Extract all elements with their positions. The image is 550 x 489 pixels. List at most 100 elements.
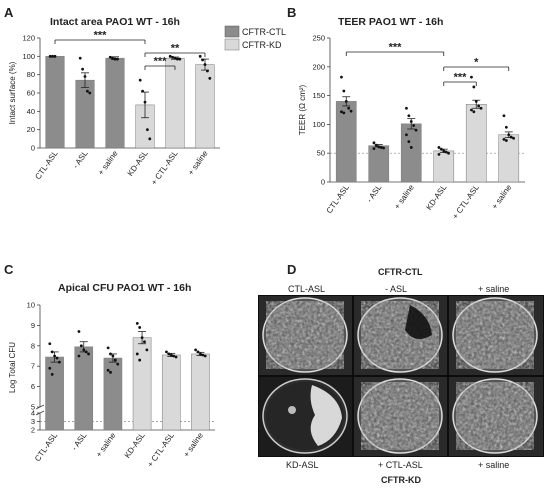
data-point <box>407 114 411 118</box>
y-tick-label: 50 <box>317 149 325 158</box>
bar <box>105 57 125 149</box>
x-tick-label: CTL-ASL <box>325 183 352 216</box>
data-point <box>77 330 81 333</box>
data-point <box>57 360 61 364</box>
photo-kd-saline <box>449 377 543 456</box>
y-tick-label: 150 <box>312 91 325 100</box>
bar <box>165 57 185 149</box>
panel-letter-c: C <box>4 262 14 277</box>
data-point <box>405 133 408 137</box>
x-tick-label: + saline <box>393 183 417 211</box>
data-point <box>143 100 147 104</box>
data-point <box>135 321 139 325</box>
x-tick-label: + CTL-ASL <box>146 431 177 469</box>
data-point <box>51 54 54 58</box>
x-tick-label: CTL-ASL <box>33 431 60 464</box>
data-point <box>203 63 207 66</box>
photo-col-label-3: + saline <box>478 284 509 294</box>
x-tick-label: + saline <box>96 149 120 177</box>
bar <box>45 356 64 431</box>
data-point <box>77 354 81 358</box>
bar <box>400 123 422 183</box>
data-point <box>479 106 483 110</box>
data-point <box>372 141 376 145</box>
y-tick-label: 120 <box>22 34 35 43</box>
data-point <box>113 358 117 362</box>
data-point <box>344 99 348 103</box>
data-point <box>512 136 515 140</box>
data-point <box>208 76 212 80</box>
data-point <box>53 354 56 358</box>
y-tick-label: 100 <box>312 120 325 129</box>
x-tick-label: KD-ASL <box>424 183 448 212</box>
x-tick-label: + CTL-ASL <box>451 183 482 221</box>
x-tick-label: - ASL <box>365 183 384 205</box>
data-point <box>342 111 346 115</box>
data-point <box>55 356 59 360</box>
bar <box>161 354 181 431</box>
x-tick-label: KD-ASL <box>123 431 147 460</box>
data-point <box>407 140 411 144</box>
photo-grid-top-title: CFTR-CTL <box>378 267 423 277</box>
y-tick-label: 250 <box>312 34 325 43</box>
y-tick-label: 4 <box>31 409 35 418</box>
data-point <box>502 114 506 118</box>
bar <box>195 64 215 149</box>
data-point <box>140 336 144 340</box>
data-point <box>199 352 202 356</box>
photo-col-label-6: + saline <box>478 460 509 470</box>
significance-label: *** <box>154 56 168 68</box>
data-point <box>111 354 115 358</box>
x-tick-label: + saline <box>182 431 206 459</box>
y-axis-label: Intact surface (%) <box>8 61 17 124</box>
data-point <box>470 75 473 79</box>
data-point <box>50 350 54 354</box>
data-point <box>176 57 179 61</box>
bar <box>335 101 357 183</box>
y-tick-label: 10 <box>27 301 35 310</box>
x-tick-label: + saline <box>94 431 118 459</box>
y-tick-label: 20 <box>27 125 35 134</box>
y-tick-label: 3 <box>31 417 35 426</box>
x-tick-label: KD-ASL <box>126 149 150 178</box>
data-point <box>141 89 145 93</box>
data-point <box>113 57 117 61</box>
y-tick-label: 5 <box>31 403 35 412</box>
x-tick-label: + CTL-ASL <box>149 149 180 187</box>
photo-col-label-1: CTL-ASL <box>288 284 325 294</box>
data-point <box>374 143 378 147</box>
bar <box>368 145 390 183</box>
data-point <box>167 352 171 356</box>
x-tick-label: + saline <box>186 149 210 177</box>
y-tick-label: 0 <box>321 178 325 187</box>
data-point <box>414 128 418 132</box>
y-axis-label: TEER (Ω cm²) <box>298 84 307 135</box>
bar <box>45 56 65 149</box>
y-tick-label: 6 <box>31 382 35 391</box>
y-tick-label: 80 <box>27 70 35 79</box>
photo-ctl-saline <box>449 296 543 375</box>
data-point <box>48 366 52 370</box>
data-point <box>206 69 209 73</box>
data-point <box>50 372 54 376</box>
data-point <box>83 75 87 78</box>
y-tick-label: 2 <box>31 426 35 435</box>
photo-col-label-2: - ASL <box>385 284 407 294</box>
y-tick-label: 60 <box>27 89 35 98</box>
significance-label: *** <box>454 72 468 84</box>
data-point <box>203 354 207 358</box>
data-point <box>171 55 175 59</box>
data-point <box>109 370 112 374</box>
data-point <box>109 352 112 356</box>
significance-label: ** <box>171 43 180 55</box>
panel-letter-a: A <box>4 5 14 20</box>
data-point <box>81 67 84 71</box>
data-point <box>106 368 110 372</box>
data-point <box>87 352 90 356</box>
bar <box>433 150 455 183</box>
x-tick-label: - ASL <box>70 431 89 453</box>
x-tick-label: + saline <box>490 183 514 211</box>
chart-a: 0 20 40 60 80 100 120 Intact surface (%) CTL-ASL… <box>8 30 220 187</box>
